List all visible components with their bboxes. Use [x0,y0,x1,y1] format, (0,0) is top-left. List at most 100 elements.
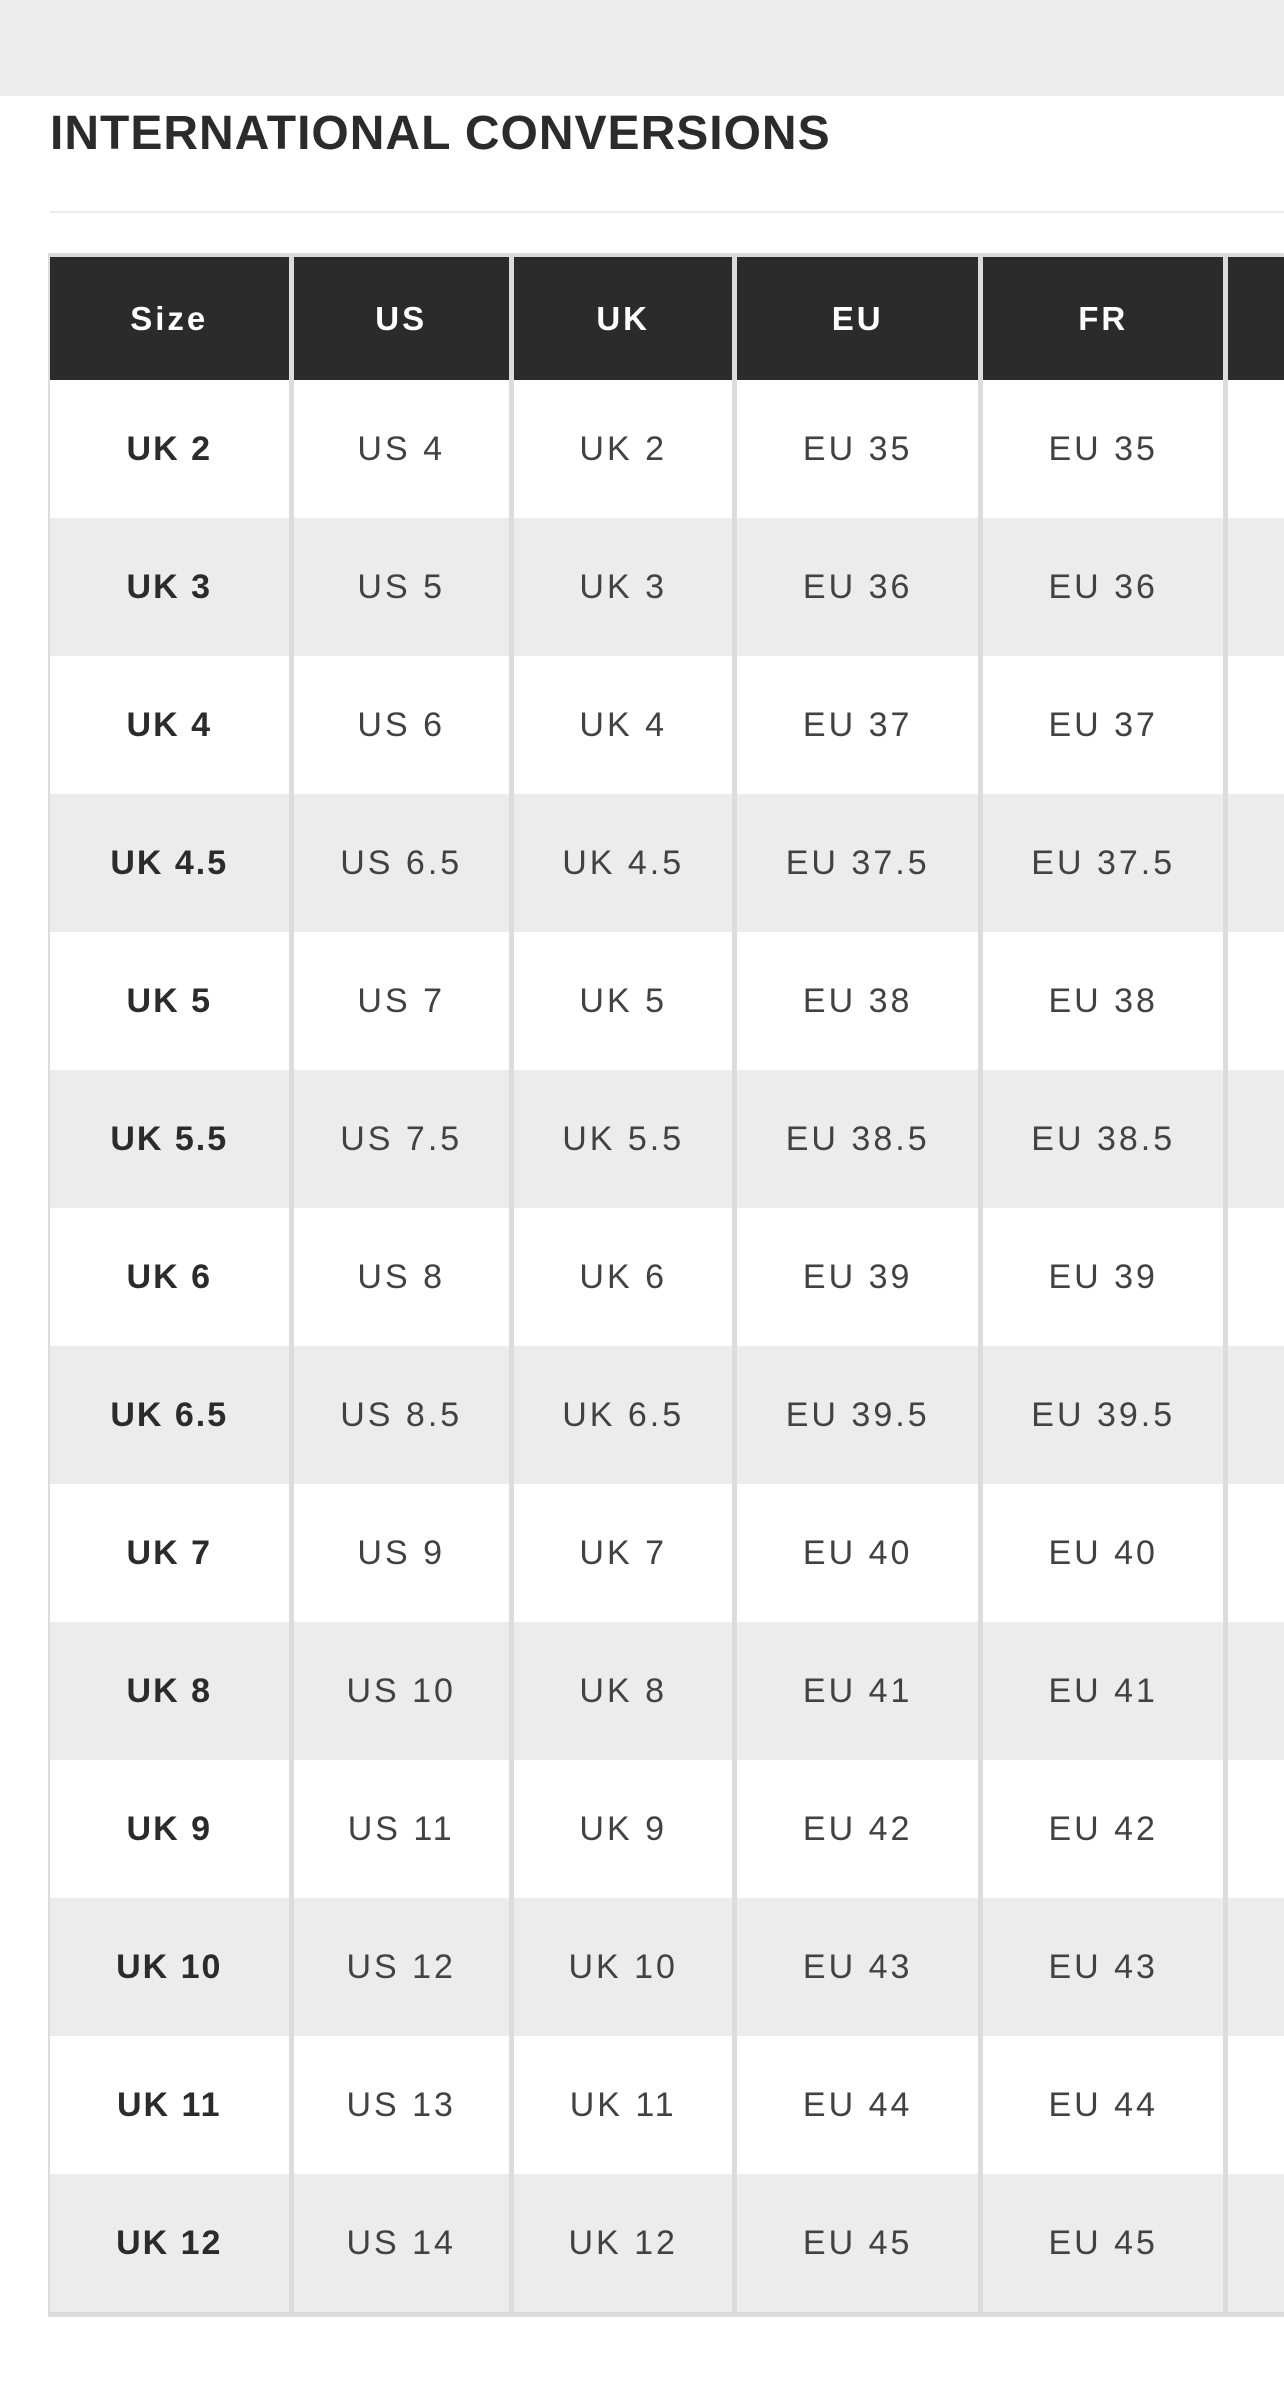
cell-uk: UK 5 [508,932,733,1071]
cell-us: US 6 [288,656,509,795]
cell-fr: EU 45 [977,2174,1224,2313]
table-row: UK 5 US 7 UK 5 EU 38 EU 38 [50,932,1284,1071]
cell-eu: EU 37 [732,656,978,795]
cell-fr: EU 37.5 [977,794,1224,933]
cell-us: US 13 [288,2036,509,2175]
column-header-size: Size [50,257,289,381]
cell-cutoff [1223,1070,1284,1209]
cell-cutoff [1223,1484,1284,1623]
table-row: UK 10 US 12 UK 10 EU 43 EU 43 [50,1898,1284,2037]
cell-fr: EU 44 [977,2036,1224,2175]
cell-size: UK 4.5 [50,794,289,933]
cell-fr: EU 35 [977,380,1224,519]
cell-fr: EU 39.5 [977,1346,1224,1485]
table-row: UK 9 US 11 UK 9 EU 42 EU 42 [50,1760,1284,1899]
cell-cutoff [1223,2036,1284,2175]
cell-us: US 7 [288,932,509,1071]
cell-eu: EU 41 [732,1622,978,1761]
cell-us: US 11 [288,1760,509,1899]
cell-size: UK 3 [50,518,289,657]
cell-us: US 12 [288,1898,509,2037]
column-header-uk: UK [508,257,733,381]
cell-uk: UK 6.5 [508,1346,733,1485]
cell-uk: UK 4 [508,656,733,795]
cell-uk: UK 10 [508,1898,733,2037]
cell-eu: EU 37.5 [732,794,978,933]
cell-uk: UK 4.5 [508,794,733,933]
cell-us: US 14 [288,2174,509,2313]
cell-cutoff [1223,1622,1284,1761]
cell-uk: UK 5.5 [508,1070,733,1209]
cell-eu: EU 35 [732,380,978,519]
table-row: UK 5.5 US 7.5 UK 5.5 EU 38.5 EU 38.5 [50,1070,1284,1209]
cell-us: US 5 [288,518,509,657]
column-header-cutoff [1223,257,1284,381]
size-chart-wrapper: Size US UK EU FR UK 2 US 4 UK 2 EU 35 EU… [48,253,1284,2318]
table-row: UK 4 US 6 UK 4 EU 37 EU 37 [50,656,1284,795]
table-row: UK 6.5 US 8.5 UK 6.5 EU 39.5 EU 39.5 [50,1346,1284,1485]
top-banner [0,0,1284,96]
cell-eu: EU 40 [732,1484,978,1623]
cell-size: UK 12 [50,2174,289,2313]
cell-eu: EU 39 [732,1208,978,1347]
cell-size: UK 6 [50,1208,289,1347]
cell-us: US 6.5 [288,794,509,933]
column-header-us: US [288,257,509,381]
cell-fr: EU 40 [977,1484,1224,1623]
cell-cutoff [1223,1760,1284,1899]
cell-cutoff [1223,656,1284,795]
cell-fr: EU 41 [977,1622,1224,1761]
cell-size: UK 7 [50,1484,289,1623]
cell-uk: UK 3 [508,518,733,657]
cell-uk: UK 11 [508,2036,733,2175]
table-row: UK 3 US 5 UK 3 EU 36 EU 36 [50,518,1284,657]
cell-size: UK 2 [50,380,289,519]
cell-cutoff [1223,932,1284,1071]
cell-eu: EU 44 [732,2036,978,2175]
cell-us: US 8.5 [288,1346,509,1485]
cell-uk: UK 8 [508,1622,733,1761]
cell-fr: EU 38 [977,932,1224,1071]
cell-eu: EU 39.5 [732,1346,978,1485]
cell-size: UK 5.5 [50,1070,289,1209]
cell-fr: EU 38.5 [977,1070,1224,1209]
cell-size: UK 8 [50,1622,289,1761]
cell-uk: UK 6 [508,1208,733,1347]
cell-eu: EU 42 [732,1760,978,1899]
column-header-eu: EU [732,257,978,381]
cell-fr: EU 43 [977,1898,1224,2037]
cell-eu: EU 45 [732,2174,978,2313]
cell-cutoff [1223,380,1284,519]
cell-cutoff [1223,2174,1284,2313]
cell-size: UK 9 [50,1760,289,1899]
cell-uk: UK 7 [508,1484,733,1623]
cell-fr: EU 37 [977,656,1224,795]
column-header-fr: FR [977,257,1224,381]
cell-size: UK 11 [50,2036,289,2175]
cell-uk: UK 2 [508,380,733,519]
header-row: Size US UK EU FR [50,257,1284,381]
cell-size: UK 10 [50,1898,289,2037]
cell-size: UK 4 [50,656,289,795]
cell-cutoff [1223,1346,1284,1485]
cell-size: UK 6.5 [50,1346,289,1485]
table-row: UK 2 US 4 UK 2 EU 35 EU 35 [50,380,1284,519]
table-row: UK 4.5 US 6.5 UK 4.5 EU 37.5 EU 37.5 [50,794,1284,933]
section-divider [50,211,1284,214]
cell-fr: EU 39 [977,1208,1224,1347]
table-row: UK 12 US 14 UK 12 EU 45 EU 45 [50,2174,1284,2313]
cell-eu: EU 43 [732,1898,978,2037]
cell-eu: EU 38.5 [732,1070,978,1209]
cell-us: US 4 [288,380,509,519]
table-row: UK 11 US 13 UK 11 EU 44 EU 44 [50,2036,1284,2175]
page-title: INTERNATIONAL CONVERSIONS [50,107,831,160]
size-conversion-table: Size US UK EU FR UK 2 US 4 UK 2 EU 35 EU… [48,253,1284,2318]
cell-cutoff [1223,794,1284,933]
cell-fr: EU 42 [977,1760,1224,1899]
cell-cutoff [1223,518,1284,657]
cell-us: US 9 [288,1484,509,1623]
cell-uk: UK 12 [508,2174,733,2313]
cell-cutoff [1223,1898,1284,2037]
cell-us: US 7.5 [288,1070,509,1209]
cell-eu: EU 38 [732,932,978,1071]
